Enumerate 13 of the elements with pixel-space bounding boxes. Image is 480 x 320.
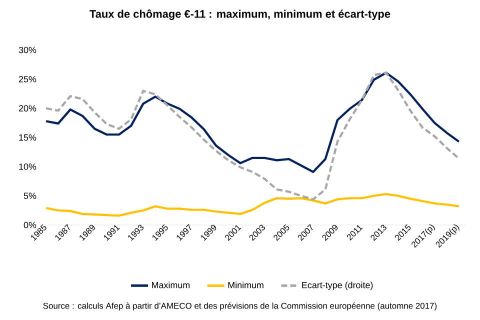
y-tick-label: 30% bbox=[18, 46, 36, 54]
y-tick-label: 5% bbox=[24, 192, 36, 199]
legend-label: Minimum bbox=[228, 282, 264, 288]
y-tick-label: 20% bbox=[18, 105, 36, 112]
legend-label: Maximum bbox=[152, 282, 190, 288]
y-tick-label: 25% bbox=[18, 76, 36, 82]
line-series bbox=[44, 72, 460, 200]
chart-title: Taux de chômage €-11 : maximum, minimum et écart-type bbox=[90, 10, 390, 20]
y-tick-label: 10% bbox=[19, 163, 36, 170]
source-note: Source : calculs Afep à partir d’AMECO et des prévisions de la Commission européenne (automne 2017) bbox=[43, 302, 437, 310]
line-series bbox=[44, 72, 460, 174]
y-tick-label: 15% bbox=[19, 134, 36, 141]
legend-label: Ecart-type (droite) bbox=[302, 282, 373, 290]
